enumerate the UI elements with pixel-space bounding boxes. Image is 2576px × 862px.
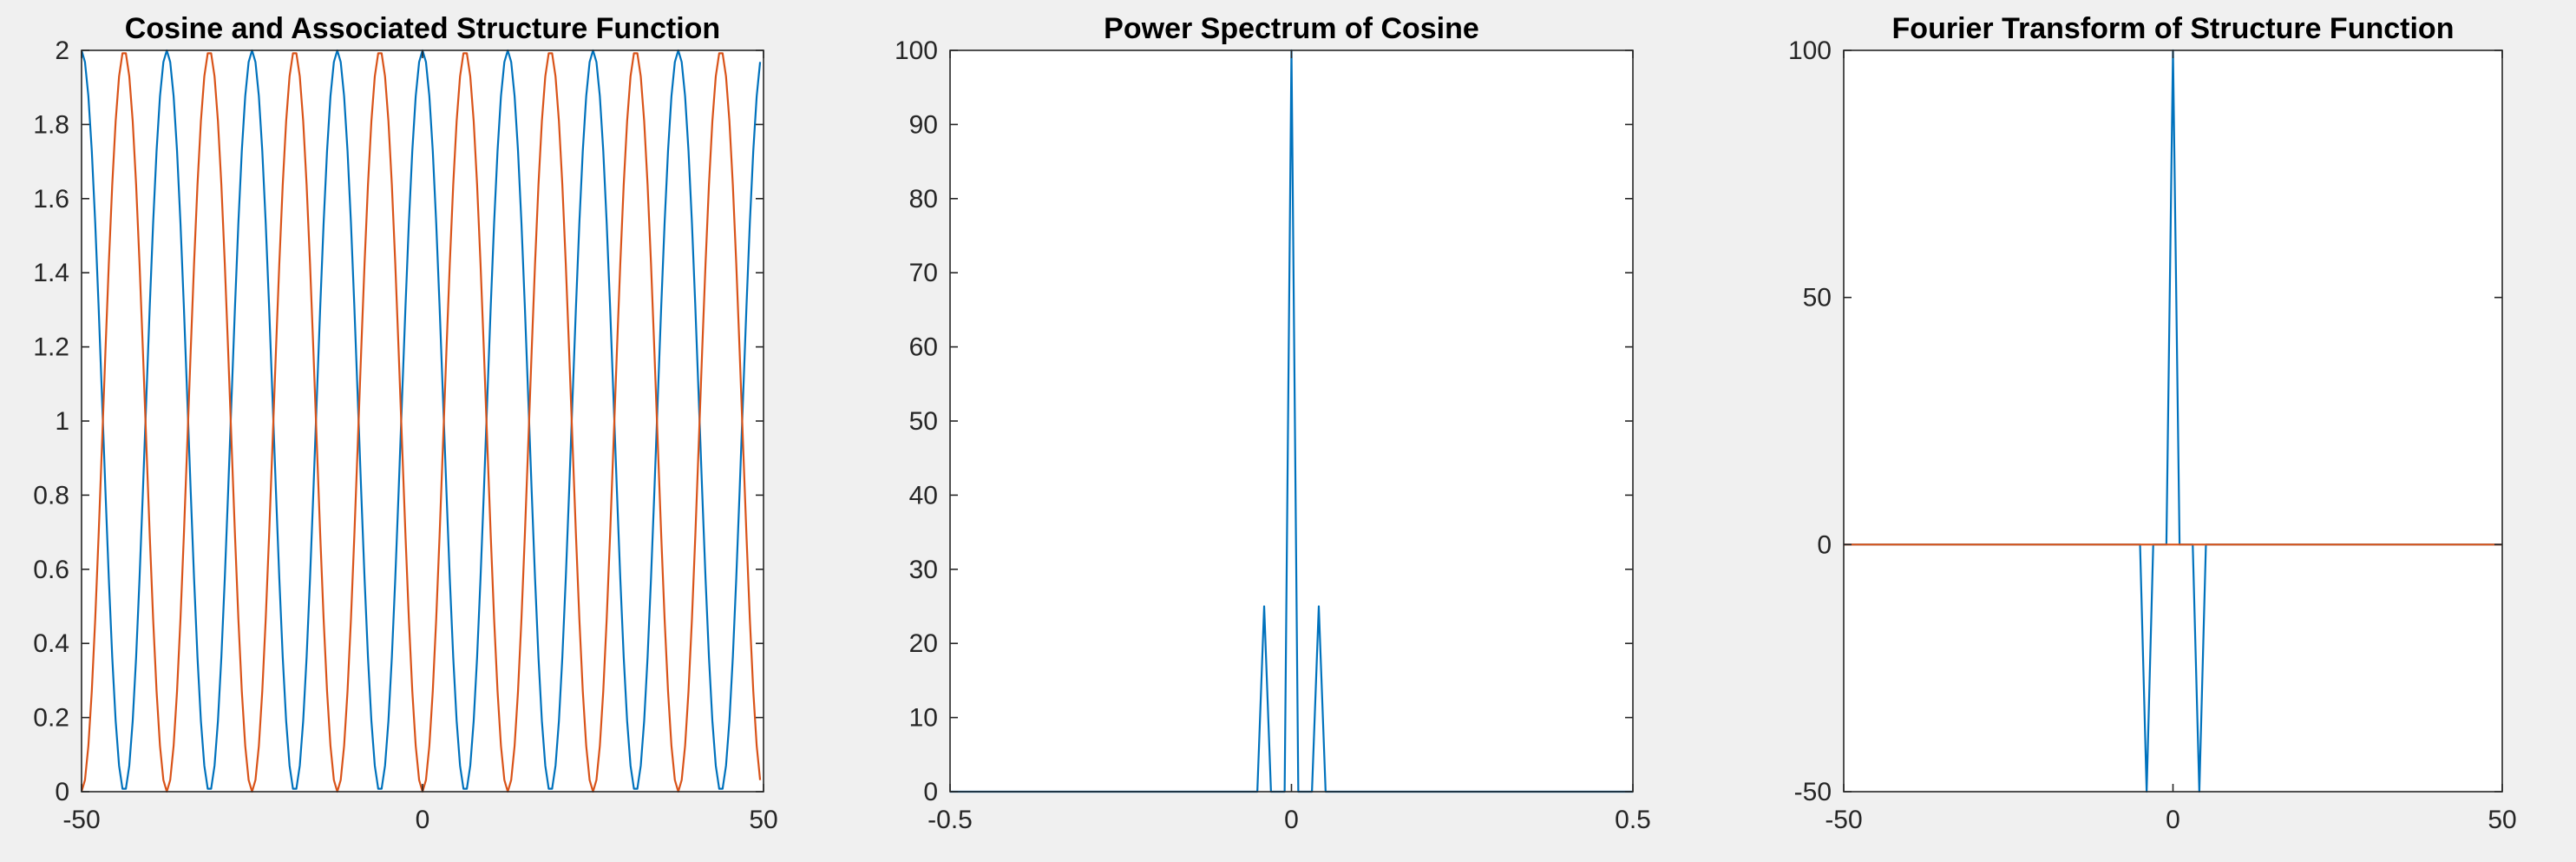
y-tick-label: 0: [923, 778, 938, 806]
x-tick-label: 50: [2488, 806, 2516, 834]
y-tick-label: 80: [909, 185, 938, 214]
y-tick-label: 70: [909, 259, 938, 287]
y-tick-label: 40: [909, 481, 938, 510]
series-group: [82, 49, 762, 793]
y-tick-label: 0.8: [33, 481, 69, 510]
y-tick-label: 60: [909, 333, 938, 362]
y-tick-label: 0.4: [33, 629, 69, 658]
y-tick-label: 1.2: [33, 333, 69, 362]
x-tick-label: 0: [1284, 806, 1299, 834]
x-tick-label: 0.5: [1615, 806, 1651, 834]
plot-area: [950, 50, 1633, 792]
y-tick-label: 1.6: [33, 185, 69, 214]
y-tick-label: 90: [909, 110, 938, 139]
x-tick-label: -50: [1825, 806, 1862, 834]
subplot-fourier-transform: Fourier Transform of Structure Function …: [1788, 12, 2517, 834]
y-tick-label: 2: [55, 36, 69, 65]
series-line-1: [82, 49, 762, 790]
y-tick-label: 100: [895, 36, 938, 65]
chart-title: Power Spectrum of Cosine: [1104, 12, 1479, 45]
y-tick-label: -50: [1794, 778, 1832, 806]
y-tick-label: 0.2: [33, 704, 69, 733]
chart-title: Cosine and Associated Structure Function: [125, 12, 720, 45]
y-tick-label: 0: [1817, 530, 1832, 559]
y-tick-label: 10: [909, 704, 938, 733]
plot-area: [82, 50, 764, 792]
y-tick-label: 100: [1788, 36, 1832, 65]
x-tick-label: 0: [2166, 806, 2180, 834]
y-tick-label: 0.6: [33, 556, 69, 584]
x-tick-label: 50: [749, 806, 777, 834]
x-tick-label: -50: [62, 806, 100, 834]
y-tick-label: 50: [909, 407, 938, 436]
plot-area: [1844, 50, 2502, 792]
chart-title: Fourier Transform of Structure Function: [1892, 12, 2455, 45]
y-tick-label: 50: [1803, 284, 1832, 313]
x-tick-label: 0: [416, 806, 430, 834]
y-tick-label: 1.4: [33, 259, 69, 287]
y-tick-label: 1.8: [33, 110, 69, 139]
subplot-power-spectrum: Power Spectrum of Cosine -0.5 0 0.50102030…: [895, 12, 1651, 834]
subplot-cosine-structure-function: Cosine and Associated Structure Function…: [33, 12, 777, 834]
series-line-2: [82, 52, 762, 793]
y-tick-label: 20: [909, 629, 938, 658]
y-tick-label: 0: [55, 778, 69, 806]
x-tick-label: -0.5: [927, 806, 973, 834]
y-tick-label: 1: [55, 407, 69, 436]
y-tick-label: 30: [909, 556, 938, 584]
